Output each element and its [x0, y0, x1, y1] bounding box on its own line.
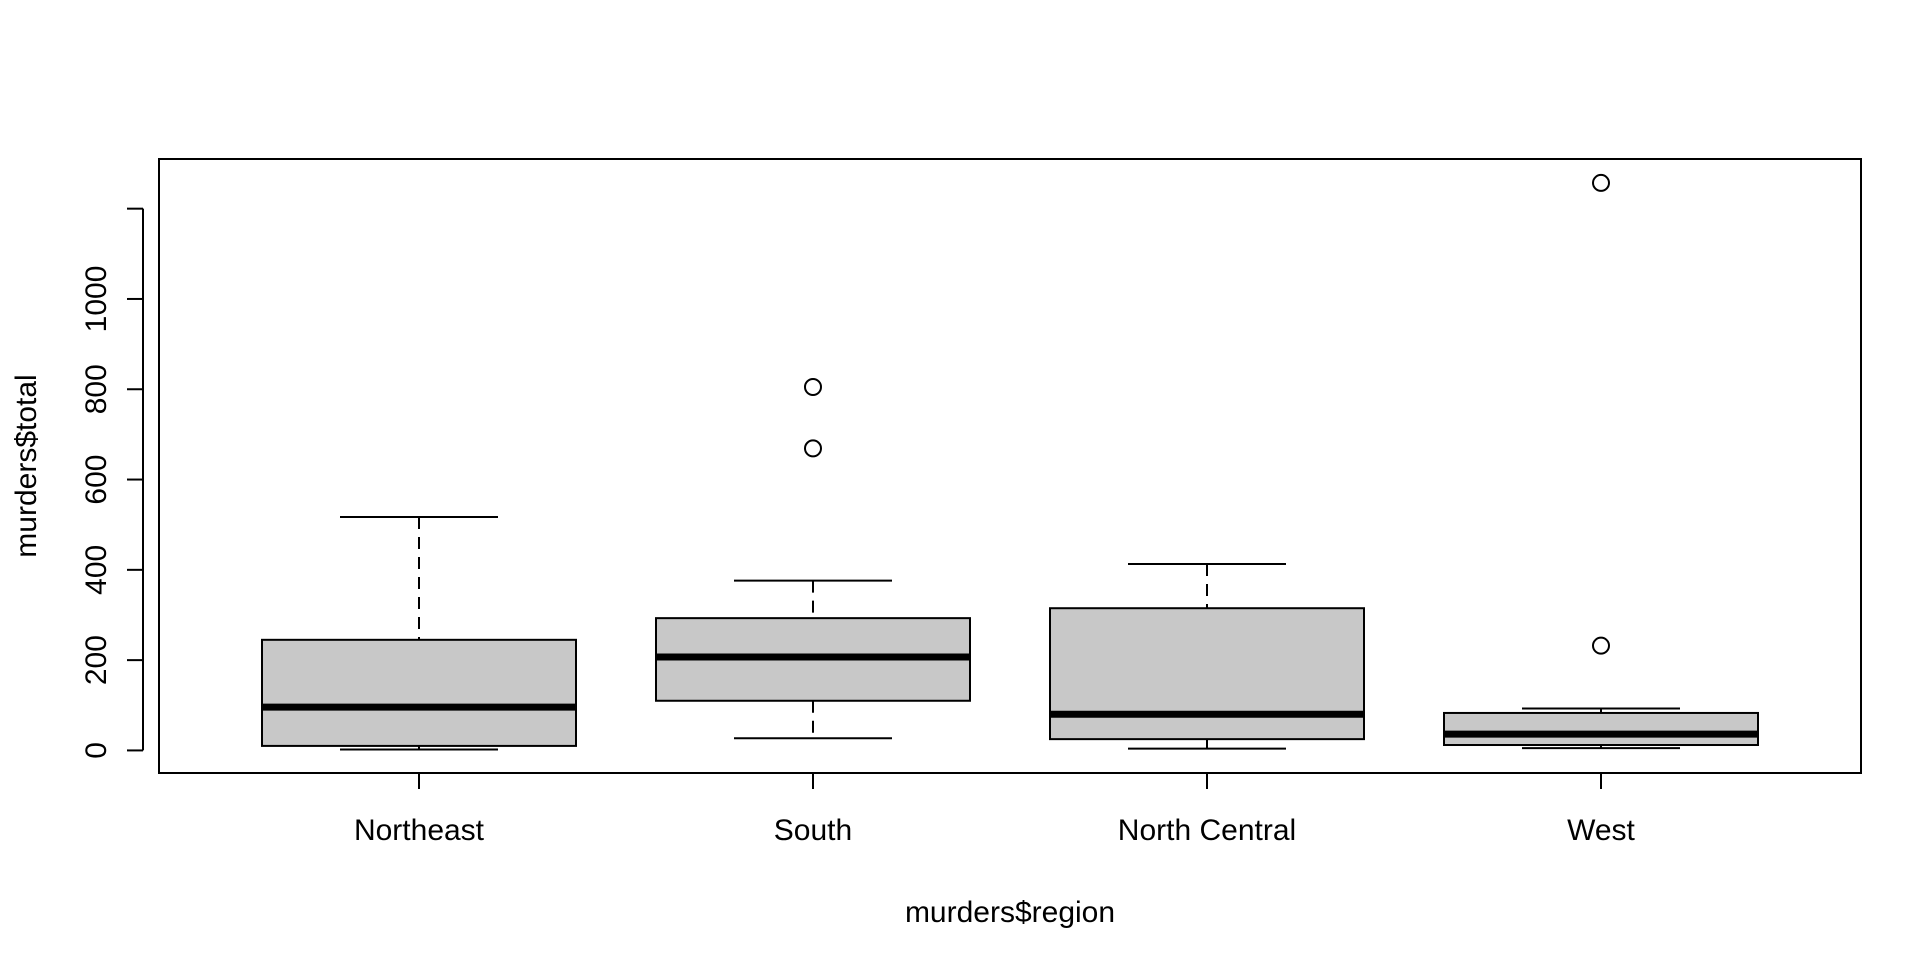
x-tick-label: North Central — [1118, 814, 1296, 847]
outlier-point — [1592, 636, 1610, 655]
box-iqr — [261, 638, 577, 747]
y-tick-label: 1000 — [80, 266, 113, 333]
y-tick-label: 600 — [80, 455, 113, 505]
outlier-point — [1592, 173, 1610, 192]
outlier-point — [804, 439, 822, 458]
y-tick-label: 400 — [80, 545, 113, 595]
plot-frame — [158, 158, 1862, 774]
x-axis: Northeast South North Central West — [354, 773, 1636, 847]
x-tick-label: South — [774, 814, 852, 847]
y-tick-label: 0 — [80, 742, 113, 759]
y-tick-label: 800 — [80, 364, 113, 414]
x-axis-title: murders$region — [905, 896, 1115, 929]
x-tick-label: Northeast — [354, 814, 485, 847]
box-group — [261, 516, 577, 751]
boxes-layer — [261, 173, 1759, 751]
box-group — [1443, 173, 1759, 750]
box-iqr — [1049, 607, 1365, 741]
box-group — [1049, 562, 1365, 750]
box-iqr — [1443, 711, 1759, 747]
y-tick-label: 200 — [80, 635, 113, 685]
box-group — [655, 377, 971, 740]
y-axis-title: murders$total — [10, 374, 43, 557]
outlier-point — [804, 377, 822, 396]
y-axis: 0 200 400 600 800 1000 — [80, 207, 144, 759]
x-tick-label: West — [1567, 814, 1635, 847]
